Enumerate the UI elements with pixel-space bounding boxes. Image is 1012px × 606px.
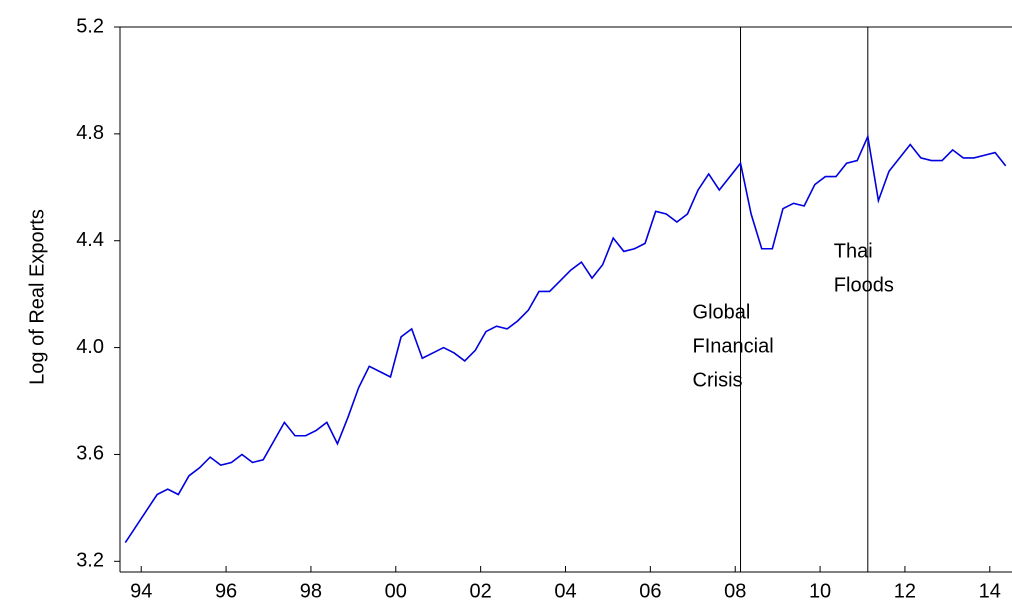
- annotation-text: Floods: [834, 274, 894, 296]
- y-tick-label: 3.2: [76, 550, 104, 572]
- annotation-text: Crisis: [693, 369, 743, 391]
- data-line: [124, 133, 1007, 544]
- y-tick-label: 4.0: [76, 336, 104, 358]
- annotation-text: FInancial: [693, 335, 774, 357]
- y-tick-label: 4.4: [76, 229, 104, 251]
- x-tick-label: 00: [385, 580, 407, 602]
- x-tick-label: 94: [130, 580, 152, 602]
- x-tick-label: 14: [979, 580, 1001, 602]
- x-tick-label: 02: [470, 580, 492, 602]
- annotation-text: Thai: [834, 240, 873, 262]
- y-tick-label: 5.2: [76, 15, 104, 37]
- annotation-text: Global: [693, 301, 751, 323]
- x-tick-label: 10: [809, 580, 831, 602]
- x-tick-label: 04: [554, 580, 576, 602]
- x-tick-label: 96: [215, 580, 237, 602]
- x-tick-label: 12: [894, 580, 916, 602]
- x-tick-label: 06: [639, 580, 661, 602]
- y-tick-label: 3.6: [76, 443, 104, 465]
- x-tick-label: 08: [724, 580, 746, 602]
- y-tick-label: 4.8: [76, 122, 104, 144]
- x-tick-label: 98: [300, 580, 322, 602]
- y-axis-label: Log of Real Exports: [26, 209, 48, 385]
